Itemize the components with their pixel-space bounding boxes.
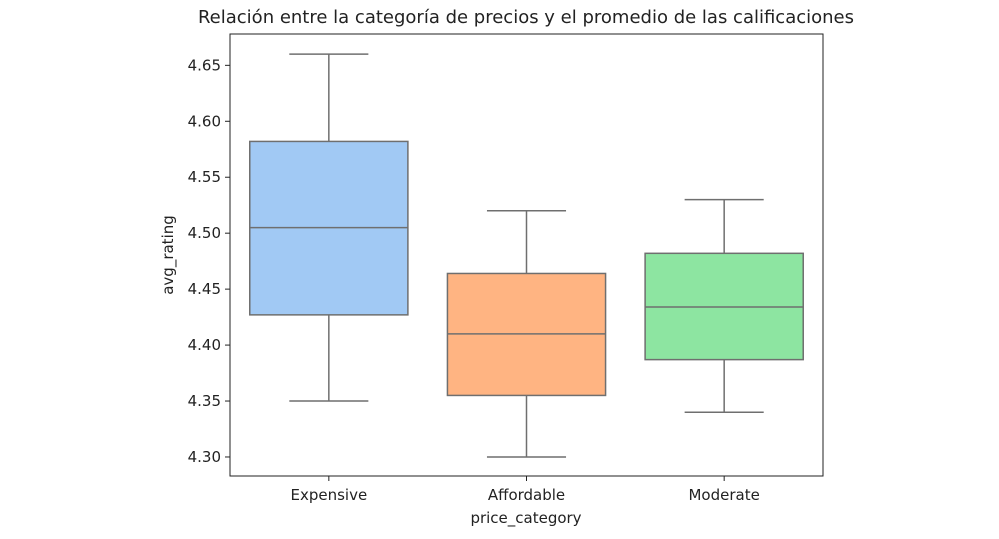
boxes-group <box>249 53 804 458</box>
y-tick-label: 4.30 <box>188 448 221 466</box>
box-moderate <box>644 198 804 413</box>
y-axis-label: avg_rating <box>159 215 178 295</box>
y-tick-label: 4.35 <box>188 392 221 410</box>
plot-frame <box>229 33 824 477</box>
box-expensive <box>249 53 409 402</box>
y-tick-label: 4.45 <box>188 280 221 298</box>
x-axis: Expensive Affordable Moderate <box>290 476 760 504</box>
y-tick-label: 4.55 <box>188 168 221 186</box>
y-tick-label: 4.60 <box>188 112 221 130</box>
x-tick-label: Expensive <box>290 486 367 504</box>
x-tick-label: Affordable <box>488 486 565 504</box>
y-tick-label: 4.50 <box>188 224 221 242</box>
y-tick-label: 4.40 <box>188 336 221 354</box>
x-axis-label: price_category <box>470 509 581 528</box>
y-tick-label: 4.65 <box>188 56 221 74</box>
x-tick-label: Moderate <box>688 486 759 504</box>
y-axis: 4.30 4.35 4.40 4.45 4.50 4.55 4.60 4.65 <box>188 56 230 466</box>
chart-title: Relación entre la categoría de precios y… <box>198 7 854 28</box>
box-affordable <box>446 210 607 458</box>
